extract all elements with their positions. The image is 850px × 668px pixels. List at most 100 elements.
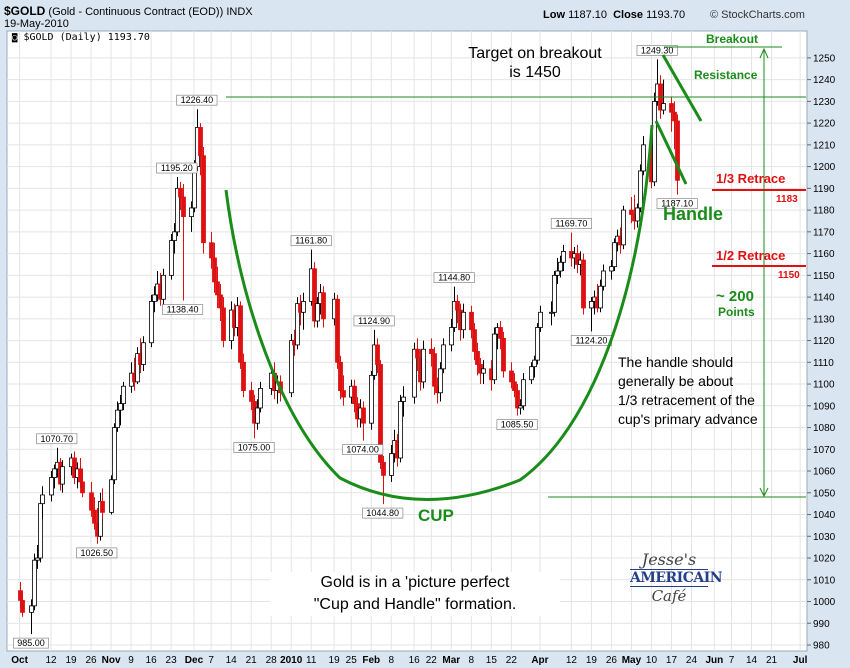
x-tick-label: 15	[486, 655, 498, 666]
x-tick-label: Feb	[362, 655, 380, 666]
x-tick-label: 16	[409, 655, 421, 666]
y-tick-label: 1250	[813, 53, 836, 64]
price-label-box	[290, 235, 332, 247]
candle-body	[201, 155, 206, 244]
candle-body	[501, 337, 506, 372]
logo-line-1: Jesse's	[641, 550, 697, 569]
y-tick-label: 1050	[813, 488, 836, 499]
retrace-third-label: 1/3 Retrace	[716, 171, 786, 186]
price-label-box	[353, 315, 395, 327]
y-tick-label: 1200	[813, 162, 836, 173]
candle-body	[209, 242, 214, 259]
candle-body	[558, 261, 563, 272]
candle-body	[575, 253, 580, 265]
target-line-1: Target on breakout	[468, 45, 602, 62]
price-label: 1195.20	[161, 163, 193, 173]
x-tick-label: 16	[146, 655, 158, 666]
candle-body	[352, 385, 357, 405]
y-tick-label: 1070	[813, 445, 836, 456]
legend: ◙ $GOLD (Daily) 1193.70	[12, 32, 150, 43]
y-tick-label: 1220	[813, 119, 836, 130]
price-label-box	[233, 442, 275, 453]
handle-note: The handle should generally be about 1/3…	[618, 353, 808, 429]
x-tick-label: 14	[746, 655, 758, 666]
y-tick-label: 1080	[813, 423, 836, 434]
candle-body	[675, 120, 680, 181]
cup-label: CUP	[418, 506, 454, 525]
y-tick-label: 1240	[813, 75, 836, 86]
candle-body	[535, 327, 540, 361]
candle-body	[341, 390, 346, 398]
price-label: 1026.50	[81, 548, 114, 558]
y-tick-label: 990	[813, 619, 830, 630]
target-arrow-bottom	[759, 487, 769, 498]
x-tick-label: 12	[45, 655, 57, 666]
americain-cafe-logo: Jesse's AMERICAIN Café	[630, 550, 723, 642]
x-tick-label: 8	[388, 655, 394, 666]
candle-body	[669, 103, 674, 113]
candle-body	[338, 361, 343, 391]
candle-body	[135, 353, 140, 383]
candle-body	[455, 301, 460, 311]
x-tick-label: 10	[646, 655, 658, 666]
approx-points-value: ~ 200	[716, 288, 754, 305]
candle-body	[609, 266, 614, 272]
candle-body	[169, 240, 174, 276]
x-tick-label: 19	[586, 655, 598, 666]
source-credit: © StockCharts.com	[710, 9, 805, 21]
x-tick-label: Jul	[793, 655, 808, 666]
candle-body	[635, 207, 640, 222]
candle-body	[449, 327, 454, 346]
candle-body	[38, 503, 43, 559]
y-tick-label: 1130	[813, 314, 835, 325]
handle-label: Handle	[663, 204, 724, 224]
candle-body	[60, 466, 65, 485]
x-tick-label: 17	[666, 655, 678, 666]
resistance-label: Resistance	[694, 68, 758, 82]
candle-body	[481, 368, 486, 374]
candle-body	[412, 348, 417, 398]
candle-body	[598, 285, 603, 309]
candle-body	[529, 366, 534, 381]
candle-body	[295, 303, 300, 346]
target-arrow-top	[759, 47, 769, 59]
price-label: 1075.00	[238, 442, 271, 452]
x-tick-label: Oct	[11, 655, 28, 666]
target-note: Target on breakout is 1450	[455, 44, 615, 82]
handle-upper-line	[661, 54, 703, 122]
candle-body	[112, 427, 117, 481]
price-label-box	[433, 272, 475, 283]
y-tick-label: 1150	[813, 271, 835, 282]
legend-text: $GOLD (Daily) 1193.70	[23, 32, 150, 43]
candle-body	[141, 342, 146, 365]
candle-body	[652, 100, 657, 183]
x-tick-label: Jun	[705, 655, 723, 666]
candle-body	[92, 509, 97, 524]
candle-body	[20, 600, 25, 613]
x-tick-label: 7	[729, 655, 735, 666]
close-value: 1193.70	[646, 9, 686, 21]
low-label: Low	[543, 9, 565, 21]
x-axis: Oct 12 19 26 Nov 9 16 23 Dec 7 14 21 28 2010 11 19 25 Feb…	[11, 655, 807, 666]
candle-body	[438, 368, 443, 394]
x-tick-label: 25	[346, 655, 358, 666]
target-line-2: is 1450	[509, 64, 561, 81]
candle-body	[415, 348, 420, 359]
x-tick-label: 14	[226, 655, 238, 666]
x-tick-label: Dec	[185, 655, 204, 666]
candle-body	[218, 294, 223, 309]
price-label-box	[342, 444, 384, 455]
candle-body	[452, 301, 457, 328]
price-label: 1226.40	[181, 95, 214, 105]
candle-body	[549, 311, 554, 314]
candle-body	[561, 251, 566, 263]
price-label-box	[362, 507, 404, 519]
x-tick-label: 23	[166, 655, 178, 666]
candle-body	[161, 274, 166, 300]
y-tick-label: 1000	[813, 597, 836, 608]
y-tick-label: 1170	[813, 227, 835, 238]
candle-body	[152, 294, 157, 302]
price-label-box	[156, 162, 198, 174]
price-label: 1124.90	[358, 316, 390, 326]
